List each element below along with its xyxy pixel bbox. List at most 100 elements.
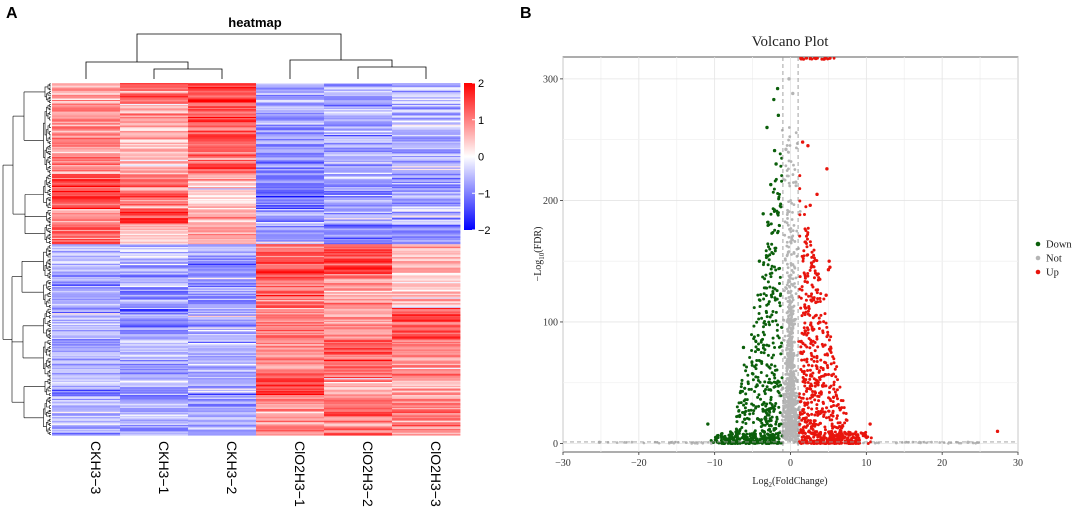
point-up [818, 391, 822, 395]
heatmap-cell [188, 236, 257, 238]
heatmap-cell [256, 297, 325, 300]
point-down [770, 356, 774, 360]
heatmap-cell [188, 380, 257, 383]
heatmap-cell [392, 233, 461, 236]
point-down [744, 369, 748, 373]
point-not [789, 431, 793, 434]
point-not [793, 340, 796, 344]
heatmap-cell [324, 235, 393, 237]
dendrogram-branch [49, 107, 51, 111]
point-up [813, 393, 817, 397]
x-tick-label: 10 [861, 458, 871, 469]
heatmap-cell [324, 365, 393, 367]
point-down [775, 209, 779, 213]
heatmap-cell [120, 268, 189, 271]
heatmap-cell [188, 392, 257, 394]
point-up [842, 436, 846, 440]
heatmap-cell [324, 144, 393, 146]
heatmap-cell [188, 279, 257, 281]
point-down [765, 413, 769, 417]
point-up [810, 299, 814, 303]
dendrogram-branch [49, 104, 51, 107]
heatmap-cell [120, 172, 189, 175]
heatmap-cell [324, 218, 393, 220]
heatmap-cell [256, 209, 325, 211]
point-down [742, 363, 746, 367]
heatmap-cell [188, 284, 257, 287]
point-not [789, 309, 793, 313]
dendrogram-branch [49, 272, 51, 275]
heatmap-cell [188, 120, 257, 123]
point-down [767, 320, 771, 324]
heatmap-cell [392, 418, 461, 420]
point-not [786, 372, 790, 376]
heatmap-cell [256, 122, 325, 124]
point-up [828, 397, 832, 401]
heatmap-cell [188, 254, 257, 257]
heatmap-cell [52, 124, 121, 127]
point-down [760, 338, 764, 342]
heatmap-cell [52, 396, 121, 398]
heatmap-cell [392, 145, 461, 147]
heatmap-cell [188, 88, 257, 90]
heatmap-cell [188, 294, 257, 297]
heatmap-cell [188, 206, 257, 209]
dendrogram-branch [49, 311, 51, 315]
heatmap-cell [52, 209, 121, 211]
heatmap-cell [392, 357, 461, 359]
heatmap-cell [188, 330, 257, 332]
point-not [917, 441, 920, 444]
heatmap-cell [120, 141, 189, 144]
heatmap-cell [324, 431, 393, 433]
point-up [825, 167, 829, 171]
dendrogram-branch [49, 374, 51, 378]
heatmap-cell [392, 413, 461, 415]
heatmap-cell [52, 296, 121, 298]
heatmap-cell [324, 246, 393, 249]
heatmap-cell [324, 84, 393, 86]
heatmap-cell [188, 167, 257, 170]
point-up [824, 321, 828, 325]
heatmap-cell [188, 423, 257, 426]
heatmap-cell [256, 137, 325, 140]
point-not [790, 218, 794, 221]
heatmap-cell [256, 215, 325, 218]
heatmap-cell [324, 200, 393, 202]
heatmap-cell [188, 125, 257, 128]
heatmap-cell [256, 253, 325, 255]
sample-label: CKH3−2 [224, 441, 240, 495]
heatmap-cell [324, 401, 393, 404]
heatmap-cell [256, 402, 325, 405]
heatmap-cell [256, 370, 325, 372]
point-down [768, 388, 772, 392]
heatmap-cell [120, 263, 189, 266]
point-up [800, 358, 804, 362]
heatmap-cell [256, 313, 325, 315]
heatmap-cell [120, 291, 189, 293]
heatmap-cell [120, 384, 189, 387]
heatmap-cell [392, 253, 461, 255]
point-not [786, 334, 790, 338]
point-up [833, 367, 837, 371]
heatmap-cell [256, 244, 325, 246]
heatmap-cell [256, 261, 325, 263]
heatmap-cell [324, 172, 393, 175]
heatmap-cell [392, 141, 461, 144]
point-up [832, 372, 836, 376]
point-not [785, 386, 789, 390]
heatmap-cell [52, 421, 121, 423]
heatmap-cell [256, 148, 325, 150]
heatmap-cell [52, 348, 121, 350]
heatmap-cell [52, 366, 121, 368]
heatmap-cell [392, 187, 461, 189]
heatmap-cell [324, 327, 393, 329]
heatmap-cell [392, 400, 461, 402]
point-not [791, 309, 795, 313]
dendrogram-branch [49, 87, 51, 91]
heatmap-cell [52, 426, 121, 428]
point-down [706, 422, 710, 426]
heatmap-cell [188, 424, 257, 427]
point-up [832, 425, 836, 429]
heatmap-cell [392, 405, 461, 407]
heatmap-cell [52, 306, 121, 309]
